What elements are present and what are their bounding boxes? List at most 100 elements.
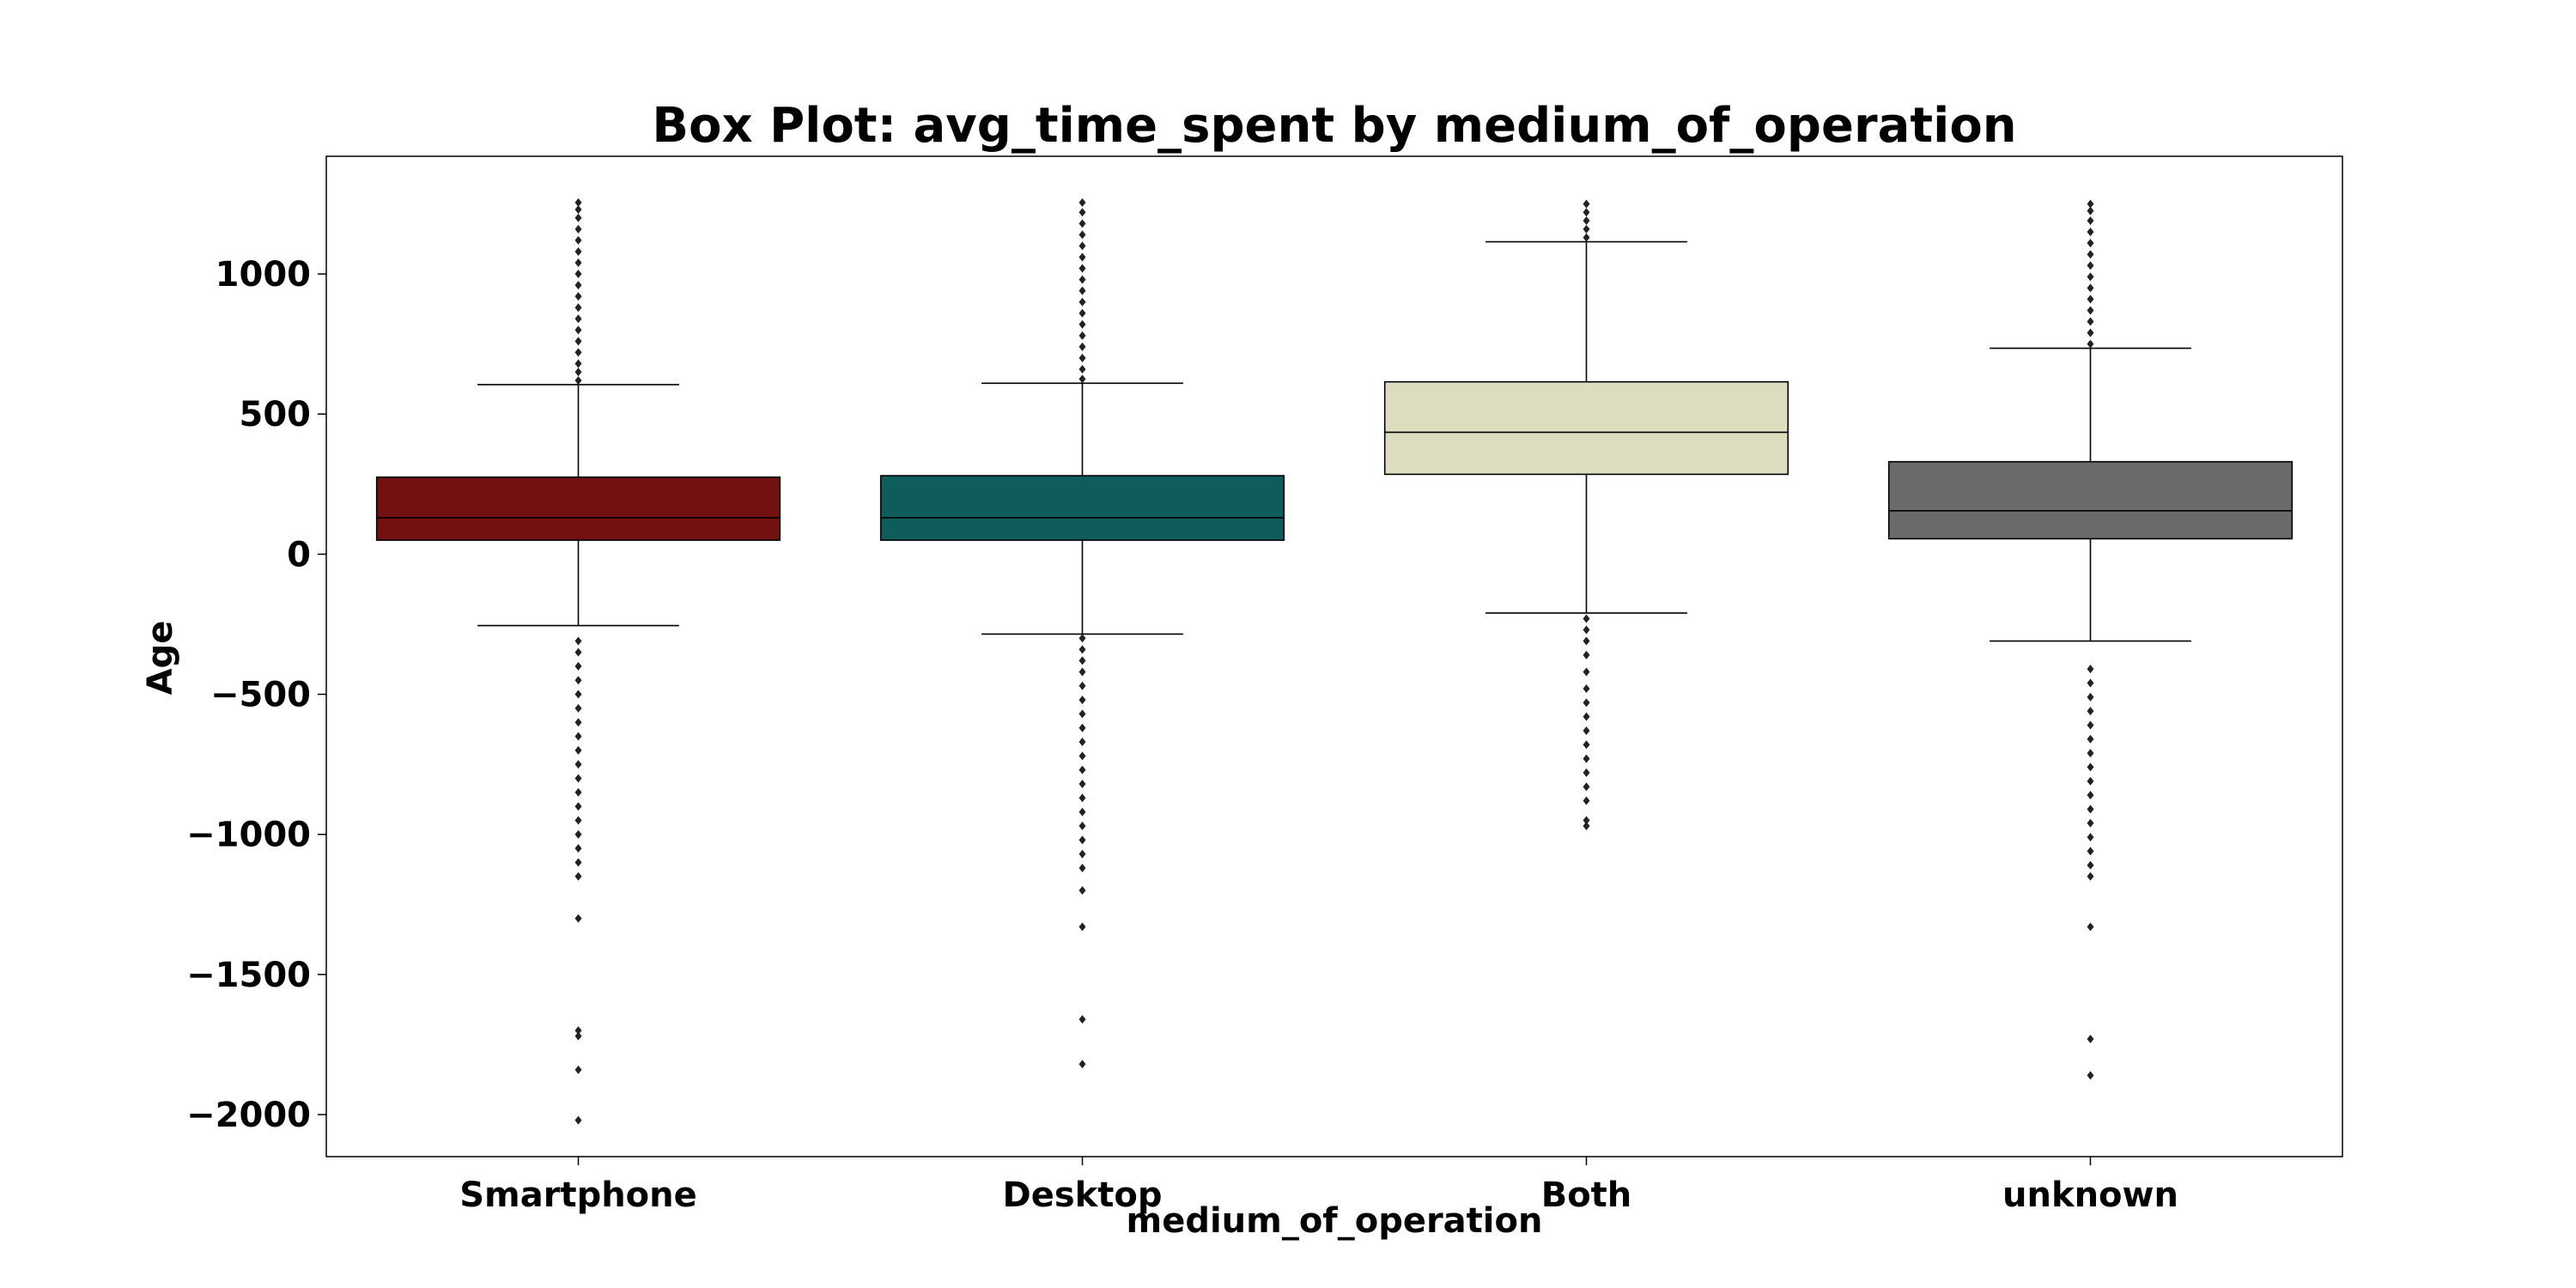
outlier-point (1078, 342, 1086, 351)
outlier-point (574, 745, 582, 755)
outlier-point (574, 787, 582, 797)
outlier-point (1078, 793, 1086, 803)
outlier-point (1583, 684, 1590, 694)
outlier-point (574, 258, 582, 268)
outlier-point (1583, 199, 1590, 209)
outlier-point (1078, 634, 1086, 643)
outlier-point (1078, 197, 1086, 207)
outlier-point (1583, 712, 1590, 721)
box-both (1383, 380, 1789, 476)
outlier-point (574, 647, 582, 657)
plot-frame (325, 155, 2343, 1157)
outlier-point (2087, 922, 2094, 932)
outlier-point (2087, 749, 2094, 758)
outlier-point (1583, 224, 1590, 234)
outlier-point (574, 359, 582, 368)
outlier-point (574, 303, 582, 313)
outlier-point (2087, 720, 2094, 730)
outlier-point (1078, 656, 1086, 665)
outlier-point (2087, 678, 2094, 688)
outlier-point (1078, 863, 1086, 872)
box-unknown (1887, 460, 2293, 540)
outlier-point (1583, 740, 1590, 750)
outlier-point (574, 760, 582, 769)
outlier-point (2087, 847, 2094, 856)
outlier-point (1583, 650, 1590, 659)
outlier-point (2087, 776, 2094, 786)
outlier-point (574, 213, 582, 222)
outlier-point (2087, 295, 2094, 304)
outlier-point (2087, 665, 2094, 674)
outlier-point (574, 325, 582, 335)
outlier-point (1583, 636, 1590, 646)
outlier-point (1078, 709, 1086, 719)
outlier-point (574, 224, 582, 234)
outlier-point (574, 858, 582, 867)
x-tick-label-smartphone: Smartphone (459, 1176, 697, 1215)
outlier-point (1078, 1060, 1086, 1069)
chart-title: Box Plot: avg_time_spent by medium_of_op… (652, 98, 2016, 154)
outlier-point (1078, 230, 1086, 240)
y-tick-label: 0 (287, 535, 311, 574)
x-tick-label-both: Both (1541, 1176, 1632, 1215)
box-group-both (1383, 199, 1789, 830)
outlier-point (574, 314, 582, 324)
outlier-point (574, 661, 582, 671)
outlier-point (1078, 331, 1086, 340)
outlier-point (1583, 216, 1590, 226)
outlier-point (1078, 849, 1086, 859)
outlier-point (1078, 353, 1086, 362)
outlier-point (1078, 723, 1086, 732)
outlier-point (2087, 692, 2094, 702)
outlier-point (2087, 1071, 2094, 1080)
outlier-point (1078, 667, 1086, 677)
outlier-point (1078, 821, 1086, 830)
outlier-point (2087, 339, 2094, 349)
outlier-point (1583, 754, 1590, 763)
outlier-point (1078, 765, 1086, 775)
plot-area (375, 197, 2293, 1125)
y-axis-label: Age (141, 621, 180, 696)
outlier-point (1583, 698, 1590, 708)
outlier-point (2087, 791, 2094, 800)
outlier-point (574, 816, 582, 825)
outlier-point (1078, 922, 1086, 932)
outlier-point (2087, 206, 2094, 216)
outlier-point (574, 376, 582, 386)
box-smartphone (375, 476, 781, 541)
outlier-point (1078, 219, 1086, 228)
outlier-point (1078, 286, 1086, 295)
outlier-point (2087, 261, 2094, 270)
outlier-point (1078, 308, 1086, 318)
outlier-point (1078, 275, 1086, 284)
outlier-point (574, 732, 582, 741)
x-axis: Smartphone Desktop Both unknown (459, 1157, 2178, 1215)
outlier-point (2087, 832, 2094, 841)
outlier-point (1583, 233, 1590, 242)
outlier-point (574, 1115, 582, 1125)
outlier-point (1078, 807, 1086, 817)
outlier-point (574, 829, 582, 839)
outlier-point (1583, 208, 1590, 217)
outlier-point (574, 703, 582, 713)
outlier-point (1078, 645, 1086, 654)
outlier-point (1078, 252, 1086, 262)
outlier-point (2087, 239, 2094, 248)
outlier-point (574, 636, 582, 646)
outlier-point (2087, 872, 2094, 881)
outlier-point (2087, 328, 2094, 337)
y-tick-label: 1000 (216, 255, 311, 295)
outlier-point (1078, 751, 1086, 761)
y-axis: 1000 500 0 −500 −1000 −1500 −2000 (186, 255, 326, 1135)
outlier-point (574, 676, 582, 685)
outlier-point (574, 914, 582, 923)
outlier-point (2087, 707, 2094, 716)
outlier-point (1078, 241, 1086, 251)
outlier-point (1583, 614, 1590, 623)
x-axis-label: medium_of_operation (1127, 1201, 1543, 1241)
outlier-point (1078, 264, 1086, 273)
outlier-point (574, 844, 582, 854)
outlier-point (574, 1031, 582, 1041)
outlier-point (1583, 782, 1590, 792)
outlier-point (1078, 208, 1086, 217)
